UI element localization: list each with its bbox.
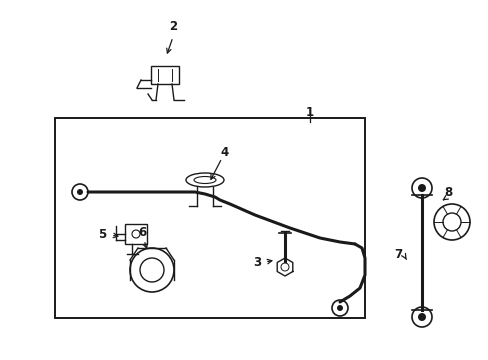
Circle shape (281, 263, 288, 271)
Circle shape (336, 305, 342, 311)
Circle shape (77, 189, 83, 195)
Circle shape (130, 248, 174, 292)
Circle shape (331, 300, 347, 316)
Text: 3: 3 (252, 256, 261, 270)
Bar (55, 118, 364, 318)
Circle shape (72, 184, 88, 200)
Ellipse shape (185, 173, 224, 187)
Circle shape (411, 178, 431, 198)
Text: 4: 4 (221, 145, 229, 158)
Text: 1: 1 (305, 107, 313, 120)
Text: 5: 5 (98, 228, 106, 240)
Circle shape (132, 230, 140, 238)
Bar (151, 66, 179, 84)
Text: 8: 8 (443, 185, 451, 198)
Bar (125, 224, 147, 244)
Circle shape (417, 313, 425, 321)
Text: 2: 2 (168, 21, 177, 33)
Text: 7: 7 (393, 248, 401, 261)
Circle shape (417, 184, 425, 192)
Text: 6: 6 (138, 225, 146, 238)
Circle shape (433, 204, 469, 240)
Circle shape (411, 307, 431, 327)
